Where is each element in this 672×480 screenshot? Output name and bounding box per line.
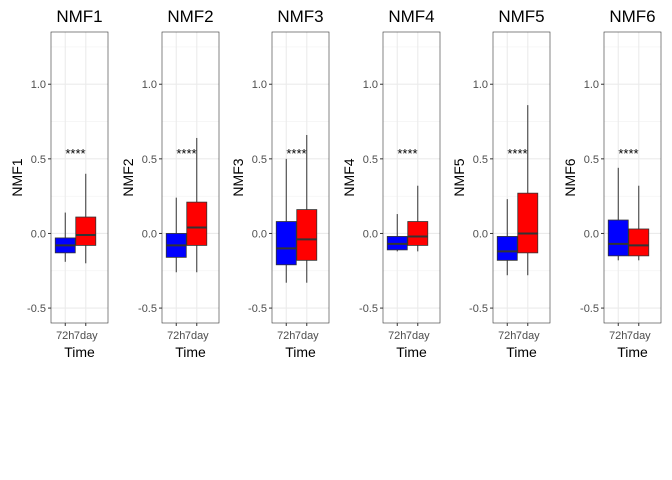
- x-tick-label: 72h: [609, 330, 627, 342]
- y-tick-label: -0.5: [469, 303, 488, 315]
- y-tick-label: 0.0: [363, 228, 378, 240]
- panel-border: [50, 31, 109, 324]
- x-tick-label: 7day: [295, 330, 319, 342]
- y-tick-label: 0.0: [252, 228, 267, 240]
- significance-label: ****: [397, 146, 417, 161]
- box-7day: [296, 209, 318, 261]
- significance-label: ****: [286, 146, 306, 161]
- box-72h: [607, 219, 629, 257]
- y-tick-label: -0.5: [248, 303, 267, 315]
- y-tick-label: 1.0: [473, 79, 488, 91]
- x-axis-title: Time: [175, 344, 206, 360]
- x-axis-title: Time: [396, 344, 427, 360]
- y-tick-label: 1.0: [363, 79, 378, 91]
- x-tick-label: 72h: [498, 330, 516, 342]
- x-tick-label: 7day: [74, 330, 98, 342]
- panel-title: NMF1: [56, 7, 102, 26]
- y-axis-title: NMF2: [120, 158, 136, 196]
- y-tick-label: -0.5: [580, 303, 599, 315]
- x-tick-label: 7day: [627, 330, 651, 342]
- x-axis-title: Time: [64, 344, 95, 360]
- y-tick-label: 0.0: [142, 228, 157, 240]
- significance-label: ****: [618, 146, 638, 161]
- x-tick-label: 72h: [388, 330, 406, 342]
- y-tick-label: -0.5: [27, 303, 46, 315]
- box-7day: [628, 228, 650, 257]
- x-axis-title: Time: [617, 344, 648, 360]
- panel-title: NMF6: [609, 7, 655, 26]
- y-axis-title: NMF3: [230, 158, 246, 196]
- x-axis-title: Time: [285, 344, 316, 360]
- y-axis-title: NMF5: [451, 158, 467, 196]
- panel-border: [161, 31, 220, 324]
- panel-background: [604, 32, 661, 323]
- x-tick-label: 72h: [56, 330, 74, 342]
- panel-border: [271, 31, 330, 324]
- x-tick-label: 7day: [516, 330, 540, 342]
- y-tick-label: -0.5: [138, 303, 157, 315]
- y-tick-label: 1.0: [252, 79, 267, 91]
- panel-background: [383, 32, 440, 323]
- y-tick-label: 0.5: [363, 154, 378, 166]
- y-tick-label: 0.5: [252, 154, 267, 166]
- significance-label: ****: [507, 146, 527, 161]
- y-tick-label: 1.0: [31, 79, 46, 91]
- box-7day: [517, 192, 539, 254]
- panel-background: [272, 32, 329, 323]
- x-tick-label: 72h: [277, 330, 295, 342]
- x-tick-label: 72h: [167, 330, 185, 342]
- panel-background: [162, 32, 219, 323]
- box-7day: [407, 221, 429, 246]
- y-tick-label: 0.5: [142, 154, 157, 166]
- panel-title: NMF5: [498, 7, 544, 26]
- y-tick-label: 0.0: [584, 228, 599, 240]
- panel-background: [51, 32, 108, 323]
- box-72h: [275, 221, 297, 266]
- panel-background: [493, 32, 550, 323]
- box-7day: [75, 216, 97, 246]
- y-tick-label: 0.5: [473, 154, 488, 166]
- y-tick-label: 1.0: [142, 79, 157, 91]
- y-tick-label: -0.5: [359, 303, 378, 315]
- y-tick-label: 0.5: [31, 154, 46, 166]
- x-axis-title: Time: [506, 344, 537, 360]
- significance-label: ****: [176, 146, 196, 161]
- x-tick-label: 7day: [185, 330, 209, 342]
- panel-border: [492, 31, 551, 324]
- panel-title: NMF2: [167, 7, 213, 26]
- y-axis-title: NMF4: [341, 158, 357, 196]
- y-axis-title: NMF6: [562, 158, 578, 196]
- box-72h: [496, 236, 518, 261]
- y-tick-label: 0.0: [473, 228, 488, 240]
- y-tick-label: 0.5: [584, 154, 599, 166]
- significance-label: ****: [65, 146, 85, 161]
- box-7day: [186, 201, 208, 246]
- x-tick-label: 7day: [406, 330, 430, 342]
- y-tick-label: 1.0: [584, 79, 599, 91]
- panel-border: [382, 31, 441, 324]
- panel-title: NMF4: [388, 7, 434, 26]
- y-axis-title: NMF1: [9, 158, 25, 196]
- panel-border: [603, 31, 662, 324]
- panel-title: NMF3: [277, 7, 323, 26]
- y-tick-label: 0.0: [31, 228, 46, 240]
